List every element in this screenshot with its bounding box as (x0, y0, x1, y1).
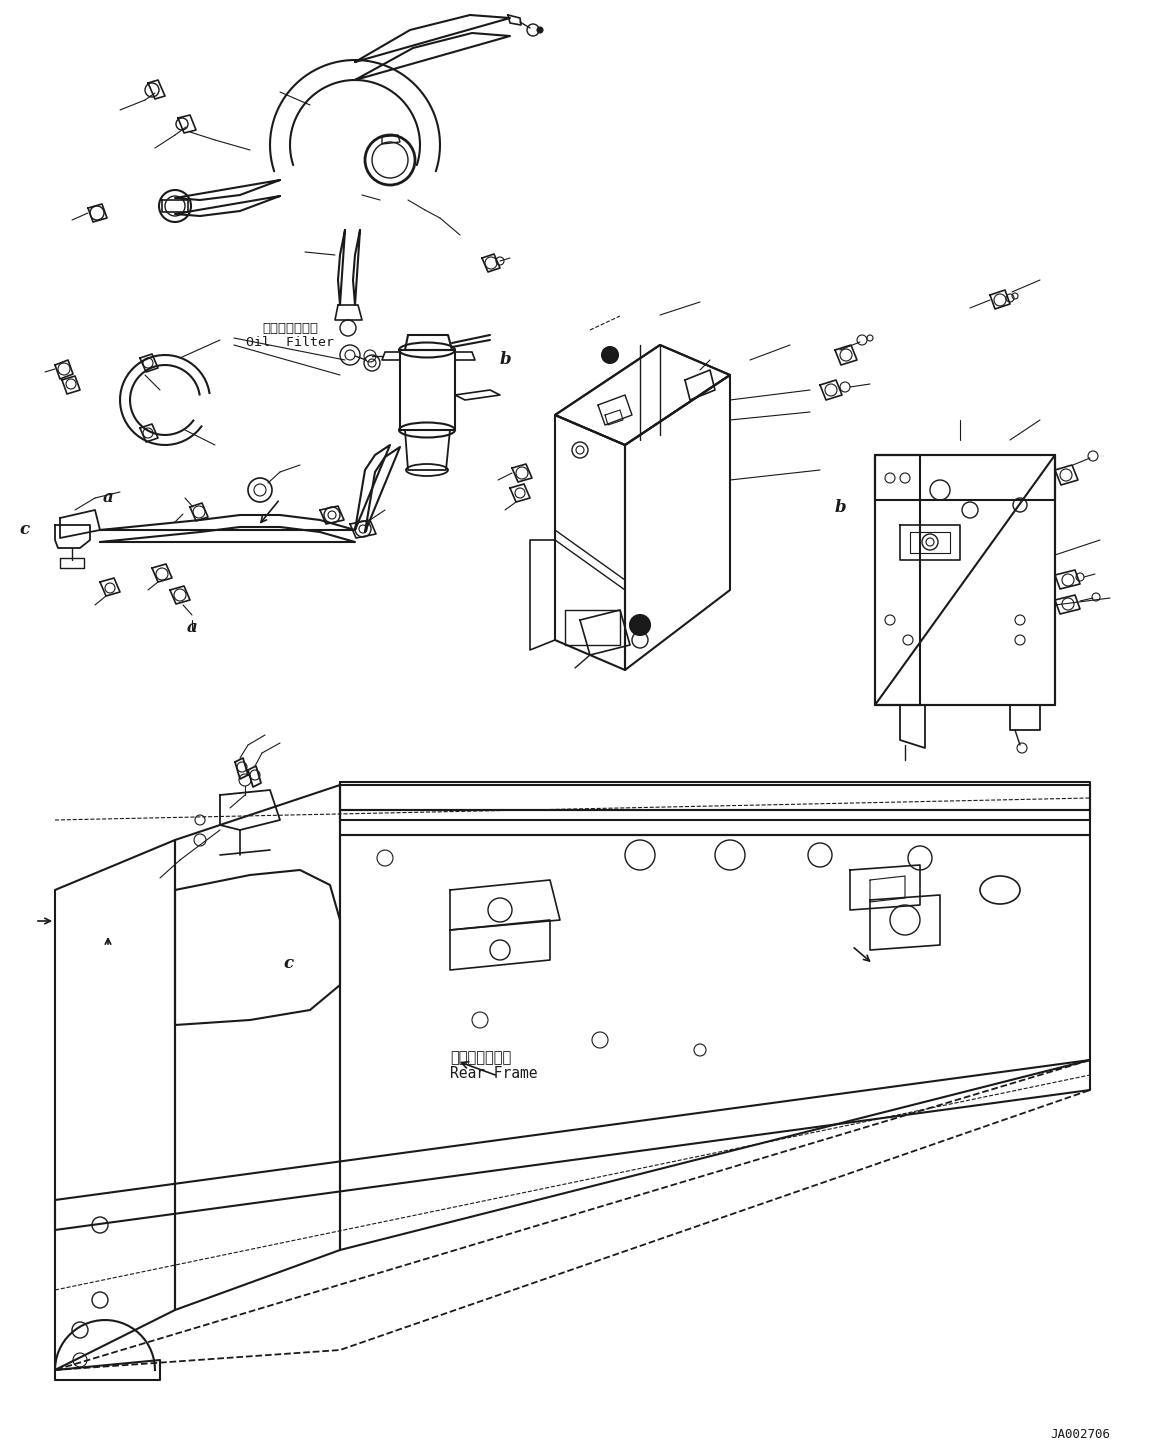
Circle shape (602, 348, 618, 364)
Text: Rear Frame: Rear Frame (450, 1066, 537, 1082)
Text: a: a (102, 490, 113, 506)
Circle shape (537, 28, 543, 33)
Text: JA002706: JA002706 (1050, 1428, 1110, 1441)
Text: c: c (20, 522, 30, 538)
Text: c: c (284, 954, 294, 971)
Text: a: a (186, 619, 198, 637)
Text: b: b (500, 352, 512, 368)
Text: オイルフィルタ: オイルフィルタ (262, 321, 317, 334)
Text: b: b (834, 500, 846, 516)
Circle shape (630, 615, 650, 635)
Text: Oil  Filter: Oil Filter (247, 336, 334, 349)
Text: リヤーフレーム: リヤーフレーム (450, 1050, 512, 1066)
